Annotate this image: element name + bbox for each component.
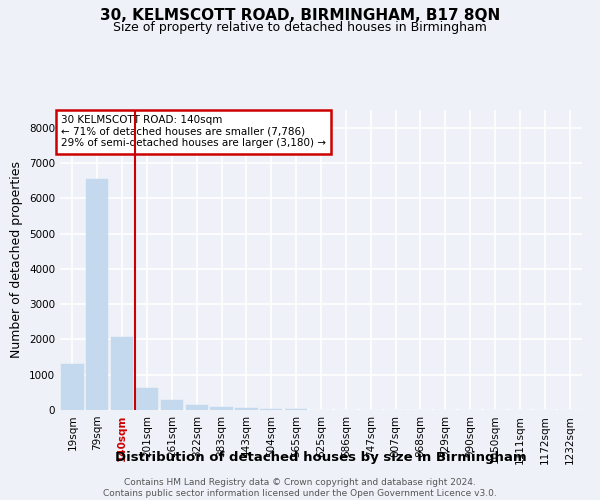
Y-axis label: Number of detached properties: Number of detached properties xyxy=(10,162,23,358)
Bar xyxy=(136,388,158,410)
Bar xyxy=(161,400,183,410)
Bar xyxy=(211,407,233,410)
Text: Distribution of detached houses by size in Birmingham: Distribution of detached houses by size … xyxy=(115,451,527,464)
Bar xyxy=(61,364,83,410)
Bar xyxy=(235,408,257,410)
Bar xyxy=(86,179,109,410)
Bar xyxy=(185,406,208,410)
Text: 30 KELMSCOTT ROAD: 140sqm
← 71% of detached houses are smaller (7,786)
29% of se: 30 KELMSCOTT ROAD: 140sqm ← 71% of detac… xyxy=(61,116,326,148)
Text: Contains HM Land Registry data © Crown copyright and database right 2024.
Contai: Contains HM Land Registry data © Crown c… xyxy=(103,478,497,498)
Bar xyxy=(111,336,133,410)
Bar xyxy=(260,409,283,410)
Text: Size of property relative to detached houses in Birmingham: Size of property relative to detached ho… xyxy=(113,22,487,35)
Text: 30, KELMSCOTT ROAD, BIRMINGHAM, B17 8QN: 30, KELMSCOTT ROAD, BIRMINGHAM, B17 8QN xyxy=(100,8,500,22)
